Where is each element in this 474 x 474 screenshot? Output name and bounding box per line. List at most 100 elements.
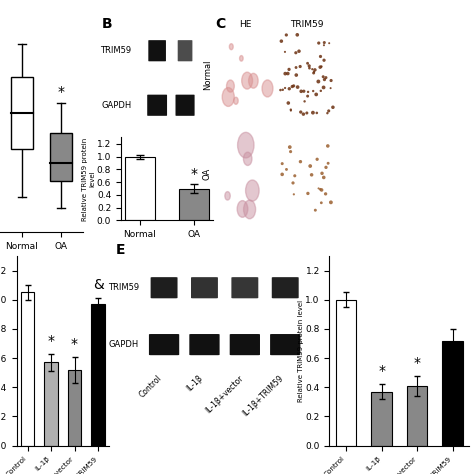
Circle shape: [234, 97, 238, 104]
Point: [318, 199, 325, 207]
Text: GAPDH: GAPDH: [109, 340, 139, 349]
Point: [329, 103, 337, 111]
Point: [315, 184, 322, 192]
Point: [309, 109, 317, 117]
Point: [283, 31, 290, 39]
Point: [324, 109, 331, 117]
Point: [310, 68, 318, 75]
Point: [308, 171, 315, 179]
Text: *: *: [191, 167, 198, 181]
Circle shape: [225, 191, 230, 200]
Point: [278, 160, 286, 167]
Text: GAPDH: GAPDH: [101, 101, 131, 110]
Text: Control: Control: [138, 374, 164, 400]
Point: [320, 76, 328, 83]
Point: [311, 66, 319, 73]
Point: [306, 162, 314, 170]
Point: [320, 56, 328, 64]
Circle shape: [262, 80, 273, 97]
Point: [322, 164, 330, 171]
Circle shape: [239, 55, 243, 61]
Bar: [336, 300, 356, 446]
Bar: [179, 189, 209, 220]
Point: [316, 64, 324, 71]
Point: [285, 65, 293, 73]
Text: TRIM59: TRIM59: [290, 20, 324, 29]
Point: [282, 70, 289, 77]
FancyBboxPatch shape: [270, 334, 301, 355]
Text: HE: HE: [239, 20, 252, 29]
Point: [324, 159, 332, 167]
Text: IL-1β+TRIM59: IL-1β+TRIM59: [241, 374, 285, 418]
Point: [281, 84, 289, 92]
Point: [286, 143, 293, 151]
Point: [320, 173, 328, 181]
Point: [297, 88, 305, 95]
Point: [287, 107, 295, 114]
Bar: [91, 304, 105, 446]
Circle shape: [229, 44, 233, 50]
Point: [278, 37, 285, 45]
Point: [279, 86, 287, 93]
Point: [315, 78, 322, 85]
FancyBboxPatch shape: [231, 277, 258, 298]
Text: IL-1β+vector: IL-1β+vector: [203, 374, 245, 415]
Point: [313, 109, 320, 117]
FancyBboxPatch shape: [151, 277, 178, 298]
Point: [306, 64, 313, 72]
Point: [320, 39, 328, 46]
FancyBboxPatch shape: [230, 334, 260, 355]
Bar: [125, 156, 155, 220]
Circle shape: [244, 200, 255, 219]
Point: [327, 84, 334, 92]
Point: [284, 70, 292, 77]
Point: [304, 190, 312, 197]
Point: [325, 39, 333, 47]
Point: [289, 83, 296, 91]
Point: [315, 39, 322, 47]
FancyBboxPatch shape: [272, 277, 299, 298]
Point: [290, 191, 298, 198]
Bar: [11, 77, 33, 149]
FancyBboxPatch shape: [149, 334, 179, 355]
Text: C: C: [216, 17, 226, 31]
Circle shape: [222, 88, 234, 106]
Point: [293, 31, 301, 38]
Point: [287, 148, 294, 155]
Point: [310, 87, 317, 95]
Text: B: B: [102, 17, 112, 31]
Point: [320, 41, 328, 49]
Point: [295, 47, 303, 55]
Circle shape: [227, 80, 234, 92]
Point: [283, 165, 290, 173]
Text: *: *: [58, 85, 65, 99]
FancyBboxPatch shape: [178, 40, 192, 61]
Point: [292, 71, 300, 79]
Bar: [442, 340, 463, 446]
Text: *: *: [71, 337, 78, 351]
Point: [327, 199, 335, 206]
Point: [300, 87, 308, 95]
Text: *: *: [414, 356, 420, 370]
Point: [304, 92, 311, 100]
Text: OA: OA: [203, 168, 212, 180]
Point: [297, 158, 304, 165]
Point: [304, 88, 312, 96]
Bar: [44, 363, 58, 446]
Text: TRIM59: TRIM59: [108, 283, 139, 292]
Point: [317, 185, 324, 193]
Circle shape: [237, 132, 254, 158]
Point: [309, 65, 316, 73]
Point: [297, 108, 304, 116]
Y-axis label: Relative TRIM59 protein
level: Relative TRIM59 protein level: [82, 137, 95, 220]
Circle shape: [242, 72, 253, 89]
Text: *: *: [47, 334, 55, 348]
Point: [322, 190, 329, 198]
Bar: [50, 133, 72, 181]
Point: [281, 48, 289, 55]
Circle shape: [244, 152, 252, 165]
FancyBboxPatch shape: [148, 40, 166, 61]
Point: [296, 63, 304, 70]
Point: [311, 206, 319, 214]
Point: [324, 142, 332, 150]
